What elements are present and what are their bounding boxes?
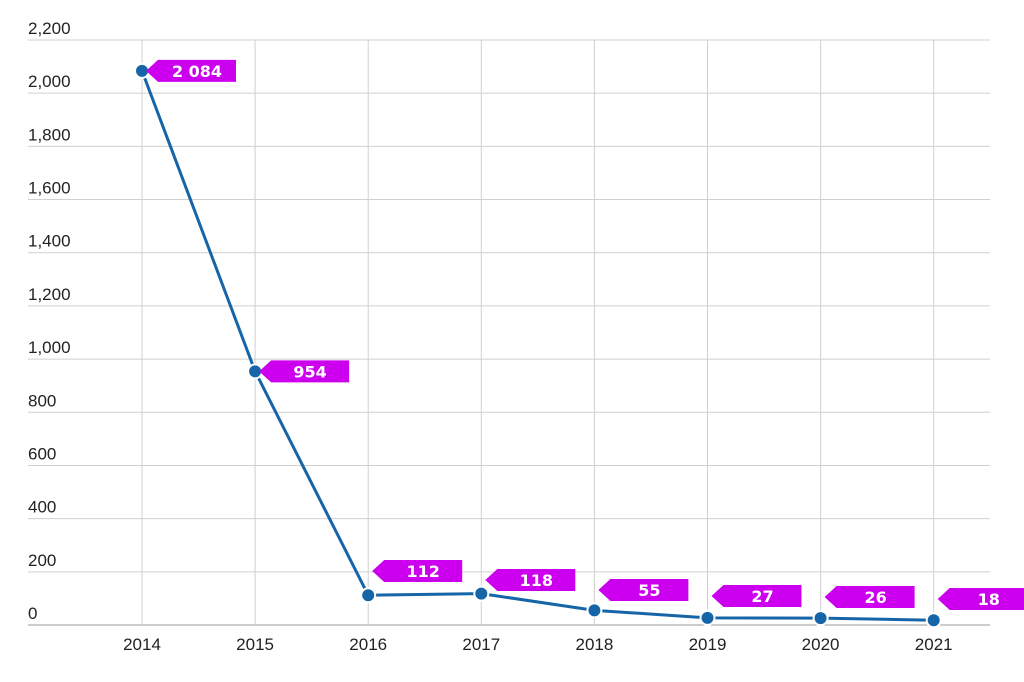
x-tick-label: 2019 [689,635,727,654]
data-label-tag [372,560,463,582]
data-label-tag [259,360,350,383]
y-tick-label: 2,000 [28,72,71,91]
data-point [812,610,829,627]
data-points [134,62,942,629]
data-label-tag [485,569,576,591]
y-tick-label: 1,200 [28,285,71,304]
y-axis-ticks: 0 200 400 600 800 1,000 1,200 1,400 1,600 1,800 2,… [28,19,71,623]
x-tick-label: 2020 [802,635,840,654]
data-label-tag [146,59,236,82]
x-tick-label: 2015 [236,635,274,654]
x-tick-label: 2014 [123,635,161,654]
y-tick-label: 2,200 [28,19,71,38]
x-axis-ticks: 2014 2015 2016 2017 2018 2019 2020 2021 [123,635,953,654]
data-label: 55 [638,581,660,600]
series-line [140,70,934,622]
data-label: 118 [520,571,553,590]
data-label-tag [598,579,689,601]
series-line-layer [140,70,934,622]
x-tick-label: 2021 [915,635,953,654]
data-label: 112 [406,562,439,581]
data-point [925,612,942,629]
grid [28,39,990,626]
y-tick-label: 600 [28,444,56,463]
data-point [360,587,377,604]
x-tick-label: 2018 [575,635,613,654]
y-tick-label: 1,400 [28,232,71,251]
data-label: 2 084 [172,62,222,81]
x-tick-label: 2016 [349,635,387,654]
y-tick-label: 0 [28,604,37,623]
data-label-tag [937,588,1024,610]
x-tick-label: 2017 [462,635,500,654]
data-point [586,602,603,619]
data-label: 954 [293,362,326,381]
data-labels: 2 084 954 112 118 55 27 26 18 [146,59,1024,610]
data-label-tag [711,585,802,607]
y-tick-label: 1,000 [28,338,71,357]
data-point [699,609,716,626]
data-point [473,585,490,602]
data-label: 27 [751,587,773,606]
y-tick-label: 1,600 [28,179,71,198]
y-tick-label: 800 [28,391,56,410]
y-tick-label: 400 [28,498,56,517]
y-tick-label: 1,800 [28,125,71,144]
data-label: 18 [978,590,1000,609]
data-label: 26 [864,588,886,607]
y-tick-label: 200 [28,551,56,570]
data-label-tag [824,586,915,608]
